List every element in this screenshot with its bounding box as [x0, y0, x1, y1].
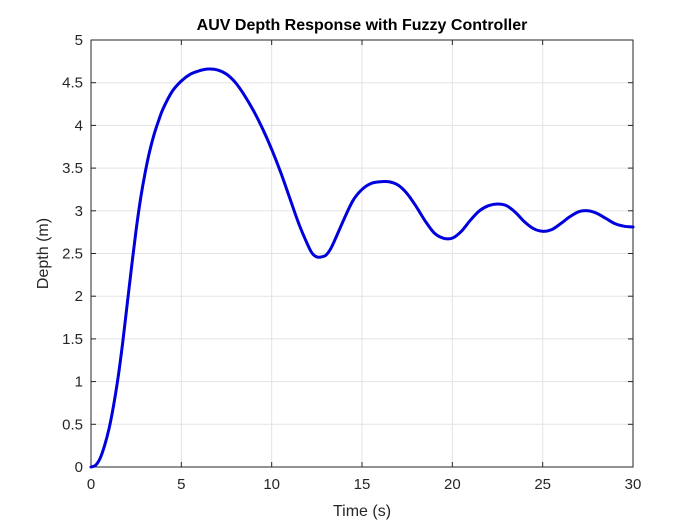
y-tick-label: 0 [75, 459, 83, 476]
y-tick-label: 1.5 [62, 331, 83, 348]
y-tick-label: 0.5 [62, 416, 83, 433]
y-tick-label: 4 [75, 117, 83, 134]
x-tick-label: 15 [354, 476, 371, 493]
x-tick-label: 5 [177, 476, 185, 493]
x-tick-label: 0 [87, 476, 95, 493]
chart-title: AUV Depth Response with Fuzzy Controller [197, 17, 528, 34]
x-tick-label: 30 [625, 476, 642, 493]
x-axis-label: Time (s) [333, 503, 391, 520]
y-tick-label: 3 [75, 203, 83, 220]
y-tick-label: 2 [75, 288, 83, 305]
x-tick-label: 25 [534, 476, 551, 493]
y-tick-label: 5 [75, 32, 83, 49]
x-tick-label: 20 [444, 476, 461, 493]
y-tick-label: 2.5 [62, 246, 83, 263]
grid [91, 40, 633, 467]
x-tick-label: 10 [263, 476, 280, 493]
ticks: 0 5 10 15 20 25 30 0 0.5 1 1.5 2 2.5 3 3.5 4 4.5 5 [62, 32, 641, 493]
y-tick-label: 1 [75, 374, 83, 391]
y-axis-label: Depth (m) [35, 218, 52, 289]
y-tick-label: 3.5 [62, 160, 83, 177]
depth-series-line [89, 67, 635, 469]
series-layer [89, 67, 635, 469]
y-tick-label: 4.5 [62, 75, 83, 92]
